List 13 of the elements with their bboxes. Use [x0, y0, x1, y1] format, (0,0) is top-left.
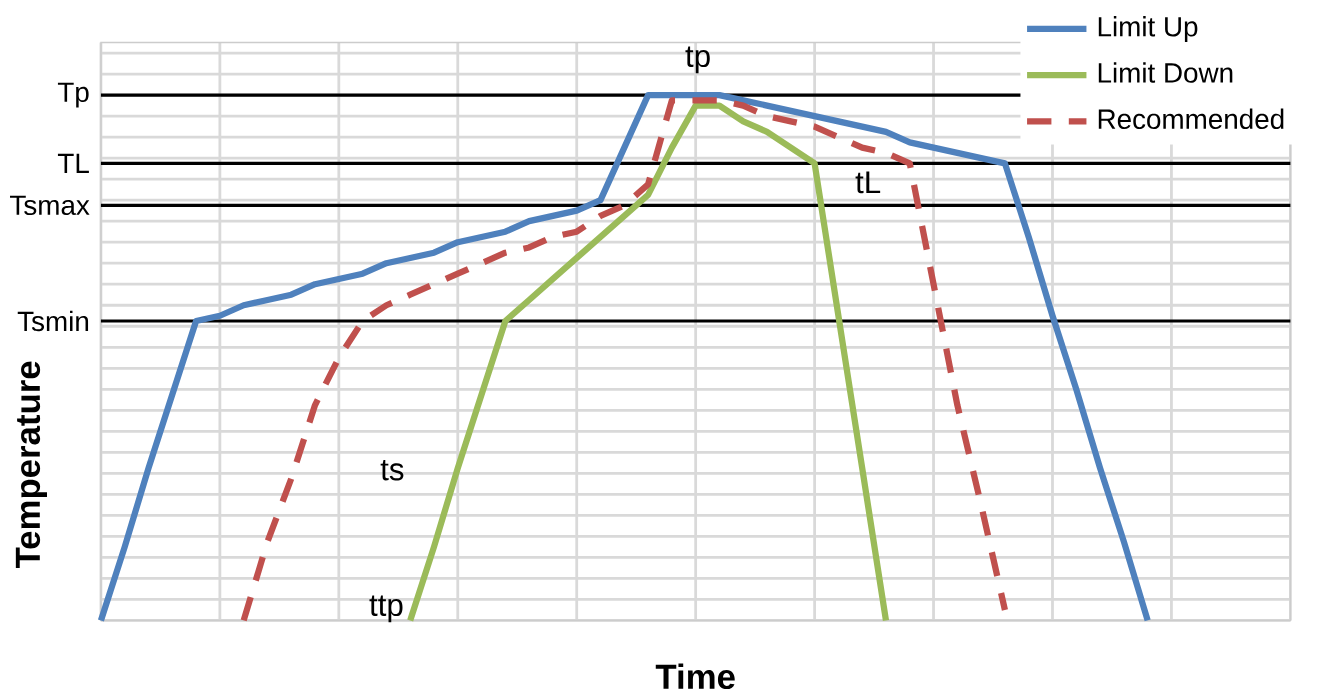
annotation: tL	[855, 171, 881, 194]
legend-label: Limit Up	[1098, 16, 1198, 43]
annotation: ts	[380, 460, 404, 481]
ref-line-label: Tp	[57, 82, 89, 108]
y-axis-title: Temperature	[15, 361, 47, 569]
legend-label: Recommended	[1098, 108, 1284, 130]
x-axis-title: Time	[655, 663, 735, 690]
legend-label: Limit Down	[1098, 62, 1233, 83]
text: tp	[685, 46, 710, 74]
ref-line-label: Tsmax	[10, 195, 90, 216]
ref-line-label: Tsmin	[17, 310, 89, 332]
annotation: ttp	[369, 595, 403, 623]
ref-line-label: TL	[57, 154, 89, 174]
